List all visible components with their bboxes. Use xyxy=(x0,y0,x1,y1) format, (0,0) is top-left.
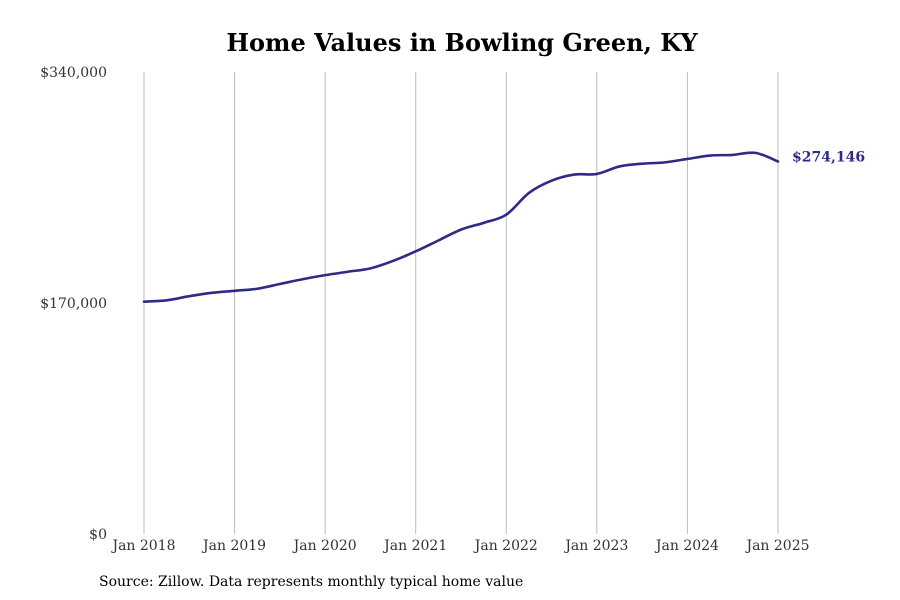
x-tick-label: Jan 2022 xyxy=(473,538,538,554)
y-tick-label: $340,000 xyxy=(40,65,107,81)
home-value-line xyxy=(142,151,780,303)
x-tick-label: Jan 2021 xyxy=(382,538,447,554)
x-tick-label: Jan 2023 xyxy=(563,538,628,554)
x-tick-label: Jan 2024 xyxy=(654,538,719,554)
x-tick-label: Jan 2018 xyxy=(110,538,175,554)
axis-tick-labels: Jan 2018 Jan 2019 Jan 2020 Jan 2021 Jan 2022… xyxy=(40,65,809,554)
y-tick-label: $0 xyxy=(89,527,107,543)
x-tick-label: Jan 2025 xyxy=(744,538,809,554)
source-note: Source: Zillow. Data represents monthly … xyxy=(99,574,524,590)
chart-title: Home Values in Bowling Green, KY xyxy=(226,28,698,57)
vertical-gridlines xyxy=(143,72,779,534)
x-tick-label: Jan 2020 xyxy=(292,538,357,554)
latest-value-label: $274,146 xyxy=(792,149,865,165)
x-tick-label: Jan 2019 xyxy=(201,538,266,554)
y-tick-label: $170,000 xyxy=(40,296,107,312)
